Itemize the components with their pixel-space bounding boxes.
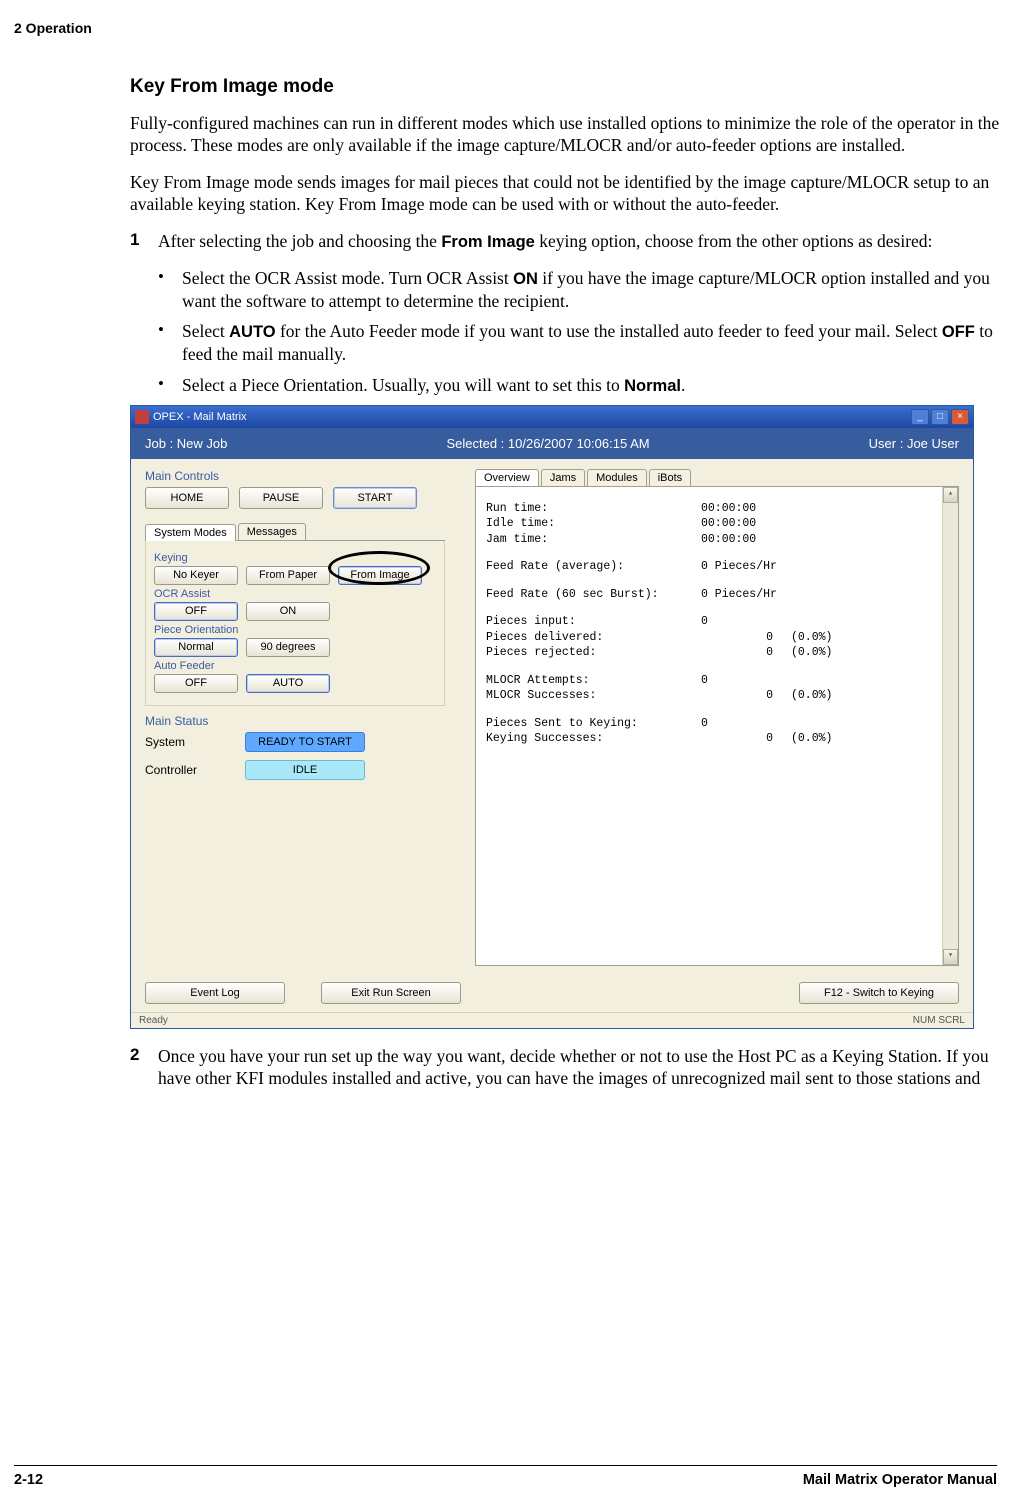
system-status-label: System (145, 735, 245, 749)
step-number-1: 1 (130, 230, 158, 253)
feeder-off-button[interactable]: OFF (154, 674, 238, 693)
tab-messages[interactable]: Messages (238, 523, 306, 540)
step-number-2: 2 (130, 1045, 158, 1090)
main-status-title: Main Status (145, 714, 445, 728)
window-title: OPEX - Mail Matrix (153, 411, 247, 423)
tab-system-modes[interactable]: System Modes (145, 524, 236, 541)
overview-panel: Run time:00:00:00 Idle time:00:00:00 Jam… (475, 486, 959, 966)
ocr-off-button[interactable]: OFF (154, 602, 238, 621)
exit-run-button[interactable]: Exit Run Screen (321, 982, 461, 1004)
system-status-value: READY TO START (245, 732, 365, 752)
from-paper-button[interactable]: From Paper (246, 566, 330, 585)
bullet-1: Select the OCR Assist mode. Turn OCR Ass… (182, 267, 1000, 313)
switch-keying-button[interactable]: F12 - Switch to Keying (799, 982, 959, 1004)
home-button[interactable]: HOME (145, 487, 229, 509)
event-log-button[interactable]: Event Log (145, 982, 285, 1004)
orientation-label: Piece Orientation (154, 624, 436, 636)
tab-modules[interactable]: Modules (587, 469, 647, 486)
paragraph-2: Key From Image mode sends images for mai… (130, 171, 1000, 216)
keying-label: Keying (154, 552, 436, 564)
bullet-3: Select a Piece Orientation. Usually, you… (182, 374, 685, 397)
scroll-down-icon[interactable]: ▾ (943, 949, 958, 965)
step-2-text: Once you have your run set up the way yo… (158, 1045, 1000, 1090)
step-1-text: After selecting the job and choosing the… (158, 230, 932, 253)
section-heading: Key From Image mode (130, 76, 1000, 98)
user-label: User : Joe User (869, 436, 959, 451)
close-button[interactable]: × (951, 409, 969, 425)
pause-button[interactable]: PAUSE (239, 487, 323, 509)
status-bar: Ready NUM SCRL (131, 1012, 973, 1028)
page-number: 2-12 (14, 1472, 43, 1488)
controller-status-value: IDLE (245, 760, 365, 780)
start-button[interactable]: START (333, 487, 417, 509)
auto-feeder-label: Auto Feeder (154, 660, 436, 672)
info-bar: Job : New Job Selected : 10/26/2007 10:0… (131, 428, 973, 459)
bullet-2: Select AUTO for the Auto Feeder mode if … (182, 320, 1000, 366)
feeder-auto-button[interactable]: AUTO (246, 674, 330, 693)
from-image-button[interactable]: From Image (338, 566, 422, 585)
bullet-marker: • (158, 267, 182, 313)
chapter-header: 2 Operation (14, 20, 997, 36)
bullet-marker: • (158, 374, 182, 397)
tab-ibots[interactable]: iBots (649, 469, 691, 486)
orientation-normal-button[interactable]: Normal (154, 638, 238, 657)
ocr-assist-label: OCR Assist (154, 588, 436, 600)
app-icon (135, 410, 149, 424)
scroll-up-icon[interactable]: ▴ (943, 487, 958, 503)
selected-label: Selected : 10/26/2007 10:06:15 AM (446, 436, 649, 451)
status-indicators: NUM SCRL (913, 1015, 965, 1026)
ocr-on-button[interactable]: ON (246, 602, 330, 621)
orientation-90-button[interactable]: 90 degrees (246, 638, 330, 657)
paragraph-1: Fully-configured machines can run in dif… (130, 112, 1000, 157)
app-window: OPEX - Mail Matrix _ □ × Job : New Job S… (130, 405, 974, 1029)
job-label: Job : New Job (145, 436, 227, 451)
tab-overview[interactable]: Overview (475, 469, 539, 486)
titlebar: OPEX - Mail Matrix _ □ × (131, 406, 973, 428)
minimize-button[interactable]: _ (911, 409, 929, 425)
document-title: Mail Matrix Operator Manual (803, 1472, 997, 1488)
no-keyer-button[interactable]: No Keyer (154, 566, 238, 585)
maximize-button[interactable]: □ (931, 409, 949, 425)
scrollbar[interactable]: ▴ ▾ (942, 487, 958, 965)
controller-status-label: Controller (145, 763, 245, 777)
main-controls-title: Main Controls (145, 469, 445, 483)
bullet-marker: • (158, 320, 182, 366)
status-ready: Ready (139, 1015, 168, 1026)
tab-jams[interactable]: Jams (541, 469, 585, 486)
